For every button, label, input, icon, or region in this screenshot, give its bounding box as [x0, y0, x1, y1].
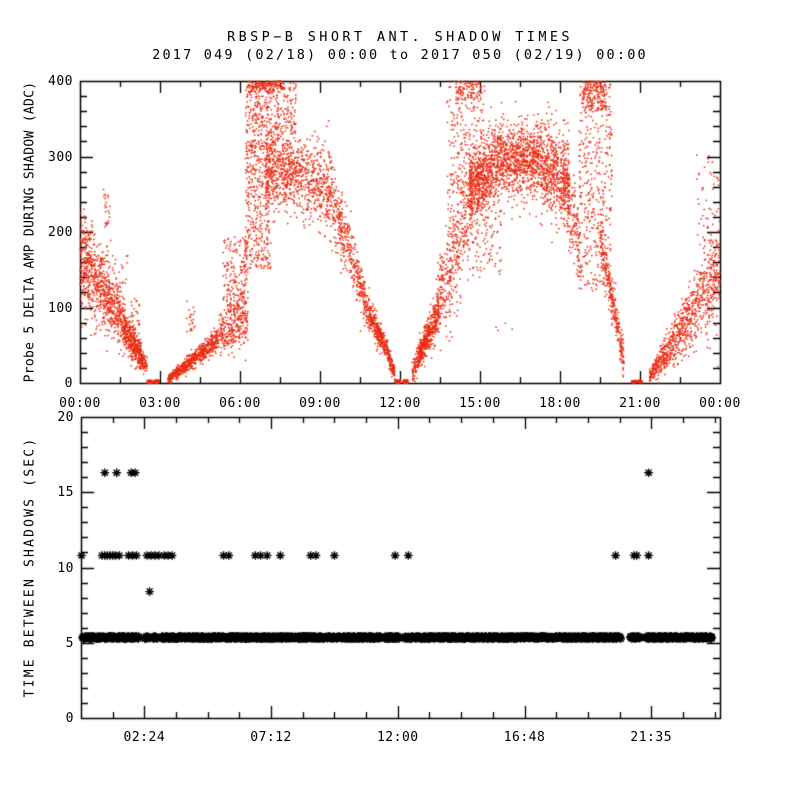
bottom-y-tick-label: 0	[65, 711, 74, 726]
bottom-x-tick-label: 21:35	[630, 730, 673, 745]
chart-title: RBSP−B SHORT ANT. SHADOW TIMES	[227, 29, 573, 45]
top-y-tick-label: 100	[48, 300, 73, 316]
bottom-x-tick-label: 07:12	[250, 730, 292, 745]
top-y-tick-label: 200	[48, 225, 73, 240]
top-y-tick-label: 400	[48, 74, 73, 89]
bottom-x-tick-label: 02:24	[123, 730, 166, 745]
bottom-y-tick-label: 5	[65, 635, 74, 651]
bottom-y-tick-label: 15	[57, 485, 74, 501]
bottom-y-tick-label: 10	[57, 560, 74, 576]
bottom-x-tick-label: 16:48	[503, 730, 546, 745]
top-x-tick-label: 09:00	[299, 396, 341, 411]
top-x-tick-label: 00:00	[699, 396, 741, 411]
top-x-tick-label: 18:00	[539, 396, 581, 411]
top-x-tick-label: 03:00	[139, 396, 181, 411]
chart-subtitle: 2017 049 (02/18) 00:00 to 2017 050 (02/1…	[152, 47, 648, 63]
top-x-tick-label: 21:00	[619, 396, 661, 411]
top-x-tick-label: 00:00	[59, 396, 101, 411]
top-x-tick-label: 12:00	[379, 396, 421, 411]
top-x-tick-label: 15:00	[459, 396, 501, 411]
top-y-tick-label: 300	[48, 149, 73, 165]
top-y-tick-label: 0	[64, 376, 73, 391]
bottom-y-tick-label: 20	[57, 410, 74, 425]
top-x-tick-label: 06:00	[219, 396, 261, 411]
bottom-x-tick-label: 12:00	[376, 730, 419, 745]
